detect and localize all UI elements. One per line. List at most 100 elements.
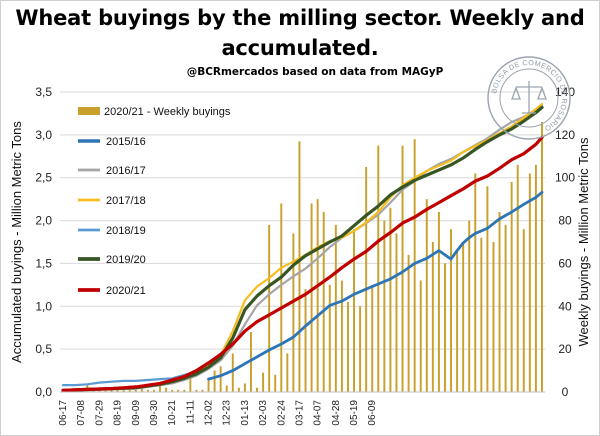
weekly-bar xyxy=(213,370,216,392)
weekly-bar xyxy=(201,389,204,392)
weekly-bar xyxy=(510,182,513,392)
weekly-bar xyxy=(371,284,374,392)
bcr-seal-logo: BOLSA DE COMERCIO DE ROSARIO xyxy=(487,56,571,140)
weekly-bar xyxy=(365,167,368,392)
weekly-bar xyxy=(171,389,174,392)
weekly-bar xyxy=(353,229,356,392)
weekly-bar xyxy=(298,141,301,392)
weekly-bar xyxy=(116,389,119,392)
weekly-bar xyxy=(377,145,380,392)
x-tick-label: 12-02 xyxy=(204,400,215,426)
y2-tick-label: 0 xyxy=(562,385,569,399)
weekly-bar xyxy=(286,353,289,392)
weekly-bar xyxy=(159,383,162,392)
chart-title-line-2: accumulated. xyxy=(221,36,379,60)
legend-label-2019-20: 2019/20 xyxy=(106,254,146,266)
weekly-bar xyxy=(322,212,325,392)
legend-label-2020-21: 2020/21 xyxy=(106,285,146,297)
weekly-bar xyxy=(86,383,89,392)
x-tick-label: 07-29 xyxy=(94,400,105,426)
y-tick-label: 1,5 xyxy=(35,256,52,270)
weekly-bar xyxy=(468,220,471,392)
weekly-bar xyxy=(498,212,501,392)
y2-tick-label: 80 xyxy=(558,214,572,228)
weekly-bar xyxy=(443,263,446,392)
scales-of-justice-icon xyxy=(511,81,547,114)
weekly-bar xyxy=(134,389,137,392)
weekly-bar xyxy=(516,164,519,392)
x-tick-label: 12-23 xyxy=(222,400,233,426)
legend-swatch-weekly xyxy=(78,107,100,115)
weekly-bar xyxy=(128,389,131,392)
y2-tick-label: 20 xyxy=(558,342,572,356)
weekly-bar xyxy=(195,389,198,392)
y-tick-label: 0,0 xyxy=(35,385,52,399)
weekly-bar xyxy=(425,199,428,392)
series-line-2020-21 xyxy=(61,135,544,392)
weekly-bar xyxy=(346,302,349,392)
weekly-bar xyxy=(540,122,543,392)
weekly-bar xyxy=(183,389,186,392)
y-axis-title: Accumulated buyings - Million Metric Ton… xyxy=(9,121,24,363)
weekly-bar xyxy=(456,250,459,392)
weekly-bar xyxy=(231,353,234,392)
weekly-bar xyxy=(462,242,465,392)
weekly-bar xyxy=(401,145,404,392)
x-tick-label: 04-07 xyxy=(313,400,324,426)
x-tick-label: 02-24 xyxy=(276,400,287,426)
x-tick-label: 08-19 xyxy=(113,400,124,426)
weekly-bar xyxy=(431,242,434,392)
weekly-bar xyxy=(450,229,453,392)
weekly-bar xyxy=(146,389,149,392)
x-tick-label: 09-30 xyxy=(149,400,160,426)
x-tick-label: 04-28 xyxy=(331,400,342,426)
series-line-2019-20 xyxy=(61,105,544,392)
weekly-bar xyxy=(152,389,155,392)
y-tick-label: 1,0 xyxy=(35,299,52,313)
weekly-bar xyxy=(413,139,416,392)
weekly-bar xyxy=(340,280,343,392)
weekly-bar xyxy=(292,233,295,392)
x-tick-label: 10-21 xyxy=(167,400,178,426)
x-tick-label: 01-13 xyxy=(240,400,251,426)
y-tick-label: 3,5 xyxy=(35,85,52,99)
legend-label-2016-17: 2016/17 xyxy=(106,165,146,177)
weekly-bar xyxy=(219,366,222,392)
legend-label-2017-18: 2017/18 xyxy=(106,195,146,207)
weekly-bar xyxy=(328,284,331,392)
weekly-bar xyxy=(359,306,362,392)
chart-subtitle: @BCRmercados based on data from MAGyP xyxy=(186,66,444,78)
y-tick-label: 2,0 xyxy=(35,214,52,228)
weekly-bar xyxy=(177,389,180,392)
weekly-bar xyxy=(165,387,168,392)
x-tick-label: 06-17 xyxy=(58,400,69,426)
x-tick-label: 09-09 xyxy=(131,400,142,426)
x-tick-label: 03-17 xyxy=(294,400,305,426)
weekly-bar xyxy=(243,383,246,392)
weekly-bar xyxy=(249,332,252,392)
x-tick-label: 06-09 xyxy=(367,400,378,426)
weekly-bar xyxy=(189,374,192,392)
weekly-bar xyxy=(534,164,537,392)
weekly-bar xyxy=(492,242,495,392)
weekly-bar xyxy=(310,203,313,392)
weekly-bar xyxy=(225,385,228,392)
y2-axis-title: Weekly buyings - Million Metric Tons xyxy=(576,137,591,347)
weekly-bar xyxy=(419,280,422,392)
weekly-bar xyxy=(395,233,398,392)
y2-tick-label: 100 xyxy=(555,171,575,185)
weekly-bar xyxy=(256,387,259,392)
legend-label-2020-21-weekly-buyings: 2020/21 - Weekly buyings xyxy=(104,106,231,118)
weekly-bar xyxy=(334,224,337,392)
y-tick-label: 2,5 xyxy=(35,171,52,185)
weekly-bar xyxy=(262,372,265,392)
x-tick-label: 02-03 xyxy=(258,400,269,426)
legend-label-2015-16: 2015/16 xyxy=(106,136,146,148)
chart-title-line-1: Wheat buyings by the milling sector. Wee… xyxy=(15,6,585,30)
weekly-bar xyxy=(207,379,210,392)
x-tick-label: 05-19 xyxy=(349,400,360,426)
weekly-bar xyxy=(504,224,507,392)
series-line-2015-16 xyxy=(207,190,544,381)
